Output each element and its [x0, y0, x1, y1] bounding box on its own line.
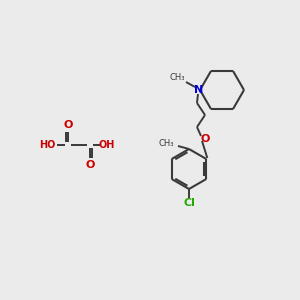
Text: O: O	[63, 120, 73, 130]
Text: N: N	[194, 85, 204, 95]
Text: HO: HO	[39, 140, 55, 150]
Text: Cl: Cl	[183, 198, 195, 208]
Text: CH₃: CH₃	[158, 140, 174, 148]
Text: O: O	[85, 160, 95, 170]
Text: CH₃: CH₃	[169, 73, 185, 82]
Text: O: O	[200, 134, 210, 144]
Text: OH: OH	[99, 140, 115, 150]
